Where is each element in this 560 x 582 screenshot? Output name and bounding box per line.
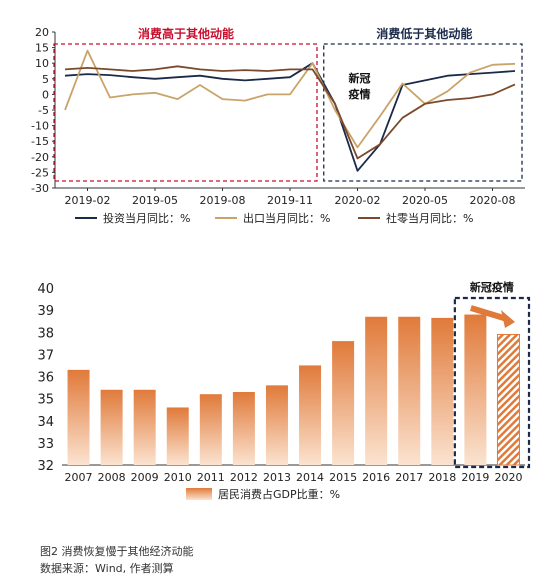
- bar-2009: [133, 389, 156, 465]
- data-source: 数据来源：Wind, 作者测算: [40, 562, 174, 575]
- bar-2019: [464, 314, 487, 465]
- decline-arrow-shaft: [469, 305, 508, 322]
- bar-2016: [365, 316, 388, 465]
- y-tick-label: 10: [35, 57, 49, 70]
- x-tick-label: 2013: [263, 471, 291, 484]
- x-tick-label: 2008: [98, 471, 126, 484]
- legend-label-1: 出口当月同比：%: [243, 211, 330, 225]
- x-tick-label: 2019-05: [132, 194, 178, 207]
- x-tick-label: 2015: [329, 471, 357, 484]
- y-tick-label: 38: [37, 326, 54, 341]
- bar-2013: [265, 385, 288, 465]
- bar-2011: [199, 394, 222, 465]
- y-tick-label: -10: [31, 120, 49, 133]
- bar-chart: 40 39 38 37 36 35 34 33 32 2007 2008 2009 2010 2011 20…: [37, 280, 531, 501]
- y-tick-label: -5: [38, 104, 49, 117]
- x-tick-label: 2019: [461, 471, 489, 484]
- y-tick-label: 5: [42, 73, 49, 86]
- x-tick-label: 2010: [164, 471, 192, 484]
- bar-2018: [431, 317, 454, 465]
- bar-2008: [100, 389, 123, 465]
- legend-label-2: 社零当月同比：%: [386, 211, 473, 225]
- x-tick-label: 2020-05: [402, 194, 448, 207]
- box-consumption-lower: [323, 43, 523, 182]
- y-tick-label: 40: [37, 282, 54, 297]
- x-tick-label: 2019-11: [267, 194, 313, 207]
- x-tick-label: 2020-02: [335, 194, 381, 207]
- label-consumption-higher: 消费高于其他动能: [138, 26, 234, 41]
- decline-arrow-head: [501, 310, 515, 328]
- x-tick-label: 2007: [65, 471, 93, 484]
- x-tick-label: 2016: [362, 471, 390, 484]
- legend-label: 居民消费占GDP比重：%: [218, 487, 340, 501]
- x-tick-label: 2017: [395, 471, 423, 484]
- annotation-covid-line2: 疫情: [349, 87, 371, 101]
- series-line-0: [64, 62, 516, 172]
- figure-caption: 图2 消费恢复慢于其他经济动能: [40, 545, 194, 558]
- bar-2007: [67, 369, 90, 465]
- x-tick-label: 2018: [428, 471, 456, 484]
- y-tick-label: 34: [37, 415, 54, 430]
- y-tick-label: -30: [31, 182, 49, 195]
- line-chart: 20 15 10 5 0 -5 -10 -15 -20 -25 -30 2019-02 2019-05 2…: [31, 26, 525, 225]
- annotation-covid: 新冠疫情: [470, 280, 514, 294]
- x-tick-label: 2012: [230, 471, 258, 484]
- legend-label-0: 投资当月同比：%: [103, 211, 190, 225]
- y-tick-label: -15: [31, 135, 49, 148]
- x-tick-label: 2014: [296, 471, 324, 484]
- label-consumption-lower: 消费低于其他动能: [376, 26, 472, 41]
- y-tick-label: 15: [35, 42, 49, 55]
- x-tick-label: 2009: [131, 471, 159, 484]
- x-tick-label: 2011: [197, 471, 225, 484]
- series-line-1: [64, 49, 516, 149]
- x-tick-label: 2020: [494, 471, 522, 484]
- bar-2010: [166, 407, 189, 465]
- y-tick-label: 20: [35, 26, 49, 39]
- x-tick-label: 2019-08: [200, 194, 246, 207]
- y-tick-label: -25: [31, 166, 49, 179]
- y-tick-label: 36: [37, 371, 54, 386]
- y-tick-label: 37: [37, 348, 54, 363]
- y-tick-label: -20: [31, 151, 49, 164]
- highlight-box-covid: [453, 296, 531, 469]
- bar-2015: [332, 341, 355, 465]
- series-line-2: [64, 65, 516, 160]
- y-tick-label: 35: [37, 393, 54, 408]
- y-tick-label: 33: [37, 437, 54, 452]
- bar-2012: [232, 391, 255, 465]
- y-tick-label: 0: [42, 88, 49, 101]
- y-tick-label: 32: [37, 459, 54, 474]
- bar-2017: [398, 316, 421, 465]
- bar-2020: [496, 333, 520, 466]
- legend-swatch: [186, 488, 212, 500]
- x-tick-label: 2019-02: [65, 194, 111, 207]
- box-consumption-higher: [53, 43, 318, 182]
- bar-2014: [299, 365, 322, 465]
- annotation-covid-line1: 新冠: [349, 71, 371, 85]
- y-tick-label: 39: [37, 304, 54, 319]
- x-tick-label: 2020-08: [470, 194, 516, 207]
